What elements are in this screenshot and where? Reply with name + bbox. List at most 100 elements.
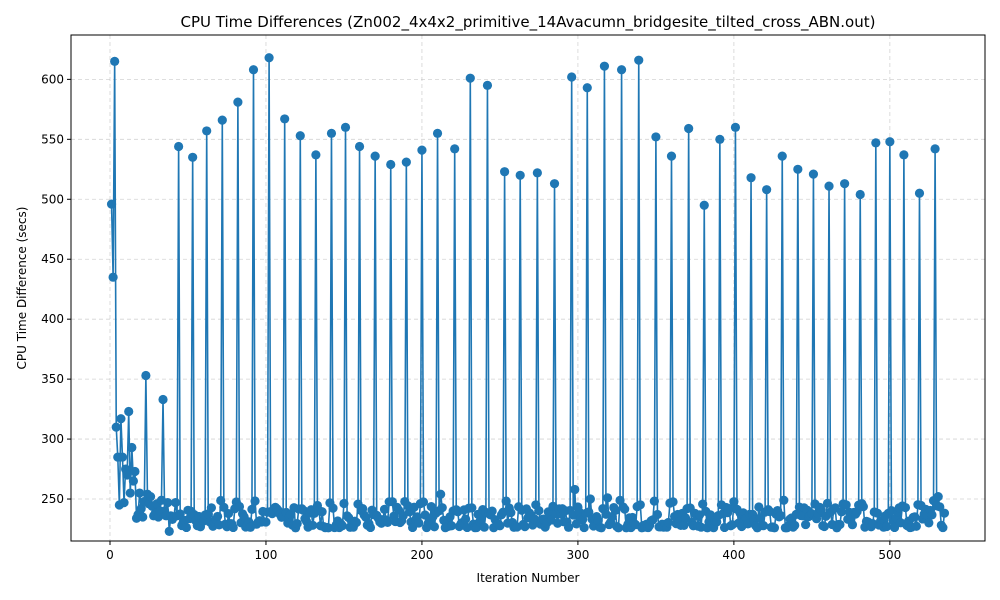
data-point [446, 521, 457, 531]
data-point [417, 145, 427, 155]
data-point [501, 496, 511, 506]
data-point [819, 521, 829, 532]
data-point [437, 503, 447, 513]
data-point [582, 83, 592, 93]
data-point [206, 503, 216, 513]
x-tick-label: 500 [878, 548, 901, 562]
data-point [495, 521, 505, 531]
data-point [663, 517, 673, 528]
data-point [216, 495, 226, 506]
data-point [122, 470, 132, 480]
data-point [163, 498, 173, 508]
data-point [933, 492, 943, 502]
data-point [836, 507, 847, 517]
data-point [128, 476, 138, 486]
data-point [584, 507, 594, 517]
x-tick-label: 0 [106, 548, 114, 562]
data-point [117, 452, 128, 462]
data-point [651, 132, 661, 142]
data-point [613, 523, 624, 533]
data-point [924, 518, 934, 528]
data-point [340, 122, 351, 132]
data-point [871, 138, 881, 148]
data-point [816, 505, 826, 515]
data-point [762, 185, 772, 195]
data-point [939, 508, 950, 518]
data-point [500, 167, 510, 177]
data-point [769, 523, 780, 533]
x-axis: 0 100 200 300 400 500 [106, 541, 901, 562]
data-point [467, 503, 477, 513]
data-point [855, 189, 865, 200]
data-point [181, 522, 192, 533]
data-point [715, 134, 725, 144]
data-point [370, 151, 380, 161]
series-cpu-time-difference [106, 53, 950, 537]
data-point [365, 522, 376, 533]
data-point [567, 72, 577, 82]
data-point [386, 159, 396, 170]
data-point [248, 65, 259, 75]
data-point [899, 150, 909, 160]
data-point [111, 422, 121, 432]
data-point [135, 488, 145, 498]
data-point [793, 164, 803, 174]
data-point [841, 500, 851, 510]
data-point [858, 501, 868, 512]
data-point [616, 65, 627, 75]
data-point [847, 520, 858, 530]
series-line [110, 56, 946, 533]
data-point [223, 508, 234, 519]
data-point [432, 128, 443, 138]
data-point [935, 502, 945, 512]
data-point [927, 510, 937, 520]
data-point [264, 53, 274, 63]
data-point [679, 520, 689, 531]
data-point [808, 169, 819, 179]
data-point [158, 394, 168, 405]
data-point [465, 73, 475, 83]
data-point [529, 514, 539, 524]
data-point [649, 496, 659, 506]
data-point [666, 151, 677, 161]
data-point [295, 131, 305, 141]
y-axis: 250 300 350 400 450 500 550 600 [41, 72, 71, 506]
data-point [835, 519, 845, 530]
data-point [124, 406, 134, 417]
data-point [127, 442, 137, 453]
data-point [910, 512, 920, 522]
data-point [351, 517, 362, 528]
chart-title: CPU Time Differences (Zn002_4x4x2_primit… [181, 13, 876, 32]
data-point [938, 522, 948, 533]
data-point [250, 496, 260, 506]
data-point [461, 514, 471, 524]
data-point [487, 506, 497, 516]
y-tick-label: 550 [41, 132, 64, 146]
data-point [698, 499, 708, 509]
data-point [684, 123, 694, 134]
data-point [188, 152, 198, 162]
data-point [668, 497, 678, 507]
data-point [429, 522, 440, 532]
data-point [106, 199, 117, 209]
data-point [326, 128, 337, 138]
data-point [234, 501, 245, 512]
data-point [602, 493, 613, 503]
data-point [532, 168, 542, 178]
data-point [213, 511, 223, 522]
data-point [280, 114, 290, 124]
data-point [311, 150, 321, 160]
x-axis-label: Iteration Number [477, 571, 580, 585]
data-point [699, 200, 709, 210]
data-point [596, 523, 606, 533]
data-point [840, 179, 850, 189]
data-point [730, 122, 741, 132]
data-point [401, 157, 411, 167]
data-point [261, 517, 271, 527]
data-point [635, 500, 645, 510]
data-point [108, 272, 118, 282]
data-point [930, 144, 940, 154]
x-tick-label: 300 [566, 548, 589, 562]
data-point [777, 151, 787, 161]
data-point [585, 494, 595, 504]
